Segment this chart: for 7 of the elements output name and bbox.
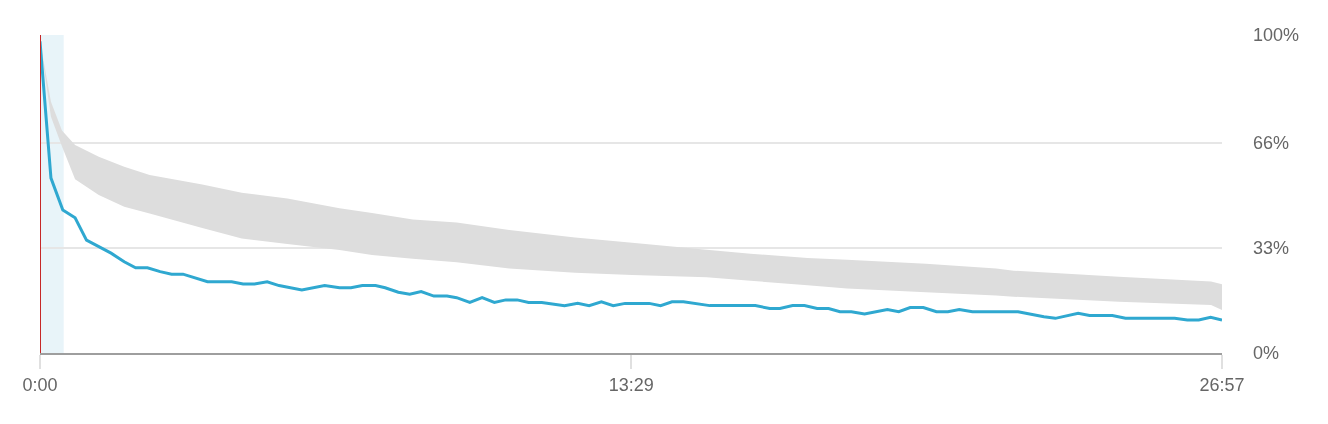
y-tick-label: 66% xyxy=(1253,133,1290,154)
y-tick-label: 100% xyxy=(1253,25,1300,46)
x-tick-label: 13:29 xyxy=(608,374,654,395)
x-tick-label: 26:57 xyxy=(1199,374,1245,395)
y-tick-label: 0% xyxy=(1253,343,1280,364)
y-tick-label: 33% xyxy=(1253,238,1290,259)
x-tick-label: 0:00 xyxy=(22,374,58,395)
